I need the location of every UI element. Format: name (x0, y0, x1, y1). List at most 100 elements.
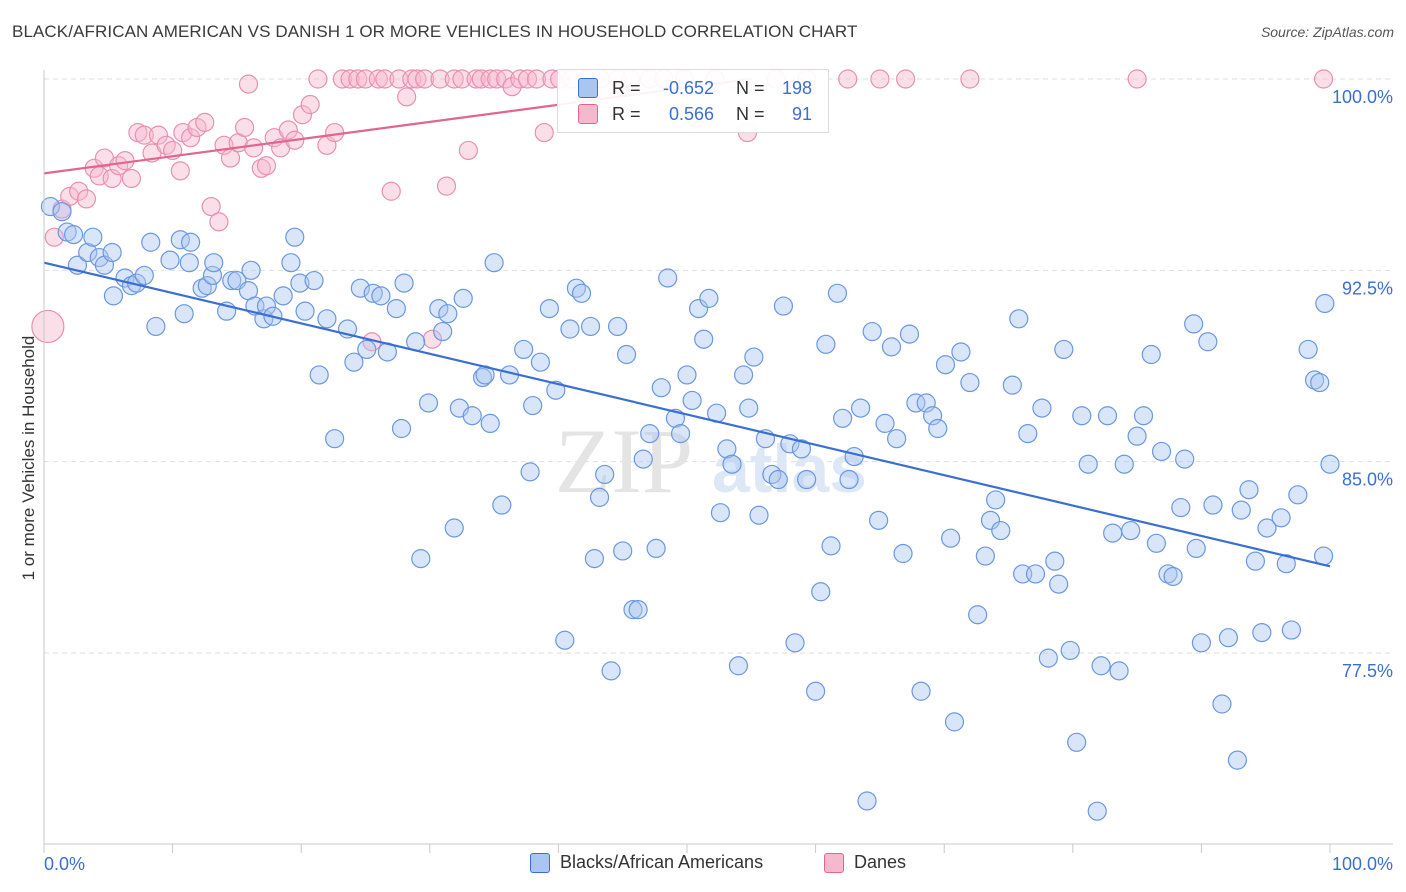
series-legend: Blacks/African Americans Danes (0, 852, 1406, 878)
x-tick-label-end: 100.0% (1332, 854, 1393, 874)
data-point (1257, 518, 1277, 538)
data-point (739, 398, 759, 418)
data-point (192, 278, 212, 298)
stat-n-label: N = (736, 103, 765, 124)
data-point (40, 196, 61, 217)
data-point (31, 309, 65, 344)
data-point (1103, 523, 1123, 543)
data-point (292, 105, 313, 125)
data-point (1212, 694, 1232, 714)
axes (43, 70, 1393, 853)
data-point (566, 278, 587, 298)
data-point (555, 630, 575, 650)
data-point (1252, 622, 1272, 643)
data-point (546, 380, 566, 400)
data-point (1109, 661, 1129, 681)
data-point (1025, 564, 1046, 584)
data-point (134, 125, 154, 145)
y-tick-label: 92.5% (1342, 278, 1393, 298)
legend-item-blacks[interactable]: Blacks/African Americans (530, 852, 763, 873)
watermark-atlas: atlas (712, 431, 867, 507)
data-point (805, 681, 826, 701)
data-point (480, 413, 500, 433)
data-point (651, 378, 671, 398)
data-point (281, 253, 301, 273)
data-point (623, 600, 643, 620)
data-point (60, 186, 80, 206)
data-point (1038, 648, 1058, 668)
data-point (63, 225, 84, 245)
data-point (209, 212, 229, 232)
data-point (1045, 551, 1065, 571)
data-point (928, 418, 948, 439)
data-point (923, 406, 943, 426)
data-point (935, 355, 956, 375)
data-point (76, 189, 97, 209)
data-point (607, 316, 628, 337)
data-point (295, 301, 315, 321)
data-point (896, 69, 916, 89)
data-point (462, 406, 482, 426)
data-point (453, 288, 473, 308)
data-point (368, 69, 388, 89)
data-point (762, 464, 782, 485)
data-point (300, 94, 320, 115)
data-point (1018, 424, 1038, 444)
data-point (862, 321, 882, 342)
legend-item-danes[interactable]: Danes (824, 852, 906, 873)
data-point (429, 299, 449, 319)
data-point (688, 299, 709, 319)
data-point (1151, 441, 1172, 462)
data-point (870, 69, 890, 89)
y-tick-label: 100.0% (1332, 87, 1393, 107)
data-point (1032, 398, 1052, 418)
data-point (332, 69, 352, 89)
data-point (1239, 480, 1259, 500)
data-point (1313, 69, 1334, 89)
data-point (290, 273, 310, 293)
data-point (1121, 520, 1141, 541)
data-point (1175, 449, 1195, 469)
data-point (121, 168, 142, 189)
data-point (1141, 344, 1161, 365)
data-point (986, 490, 1006, 510)
stat-row-blacks: R = -0.652 N = 198 (578, 76, 812, 100)
data-point (386, 299, 406, 319)
data-point (397, 87, 417, 107)
data-point (1127, 69, 1147, 89)
data-point (911, 681, 931, 701)
data-point (1191, 633, 1212, 653)
data-point (466, 69, 486, 89)
data-point (560, 319, 580, 339)
data-point (968, 605, 988, 625)
data-point (628, 600, 648, 620)
data-point (308, 69, 328, 89)
data-point (526, 69, 547, 89)
data-point (791, 439, 812, 459)
stat-row-danes: R = 0.566 N = 91 (578, 102, 812, 126)
y-tick-label: 77.5% (1342, 661, 1393, 681)
data-point (304, 270, 324, 291)
data-point (480, 69, 500, 89)
stats-legend: R = -0.652 N = 198 R = 0.566 N = 91 (557, 69, 829, 133)
data-point (235, 117, 255, 138)
data-point (887, 429, 907, 449)
data-point (869, 510, 889, 530)
data-point (875, 413, 895, 433)
data-point (1298, 339, 1318, 360)
data-point (1072, 406, 1092, 426)
data-point (148, 125, 169, 145)
data-point (768, 469, 788, 490)
data-point (960, 372, 980, 393)
stat-swatch-pink (578, 104, 598, 124)
data-point (418, 393, 439, 413)
data-point (941, 528, 961, 548)
data-point (694, 329, 714, 349)
data-point (827, 283, 848, 303)
data-point (52, 202, 72, 222)
data-point (502, 77, 522, 97)
data-point (584, 549, 605, 569)
data-point (744, 347, 764, 367)
data-point (1087, 801, 1107, 821)
